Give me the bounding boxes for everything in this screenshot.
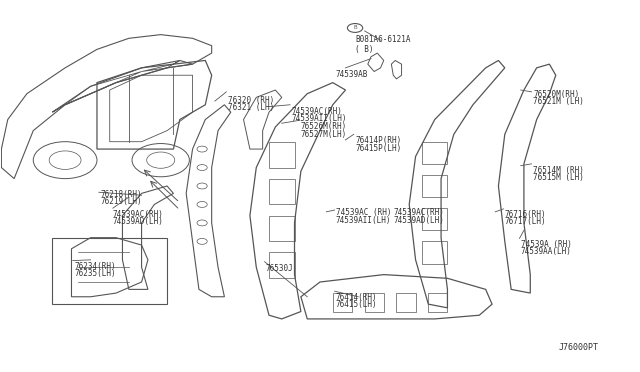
Bar: [428, 293, 447, 311]
Bar: [269, 179, 294, 205]
Text: 74539AA(LH): 74539AA(LH): [521, 247, 572, 256]
Text: 76526M(RH): 76526M(RH): [301, 122, 347, 131]
Text: 74539AC(RH): 74539AC(RH): [113, 210, 164, 219]
Text: 76521M (LH): 76521M (LH): [534, 97, 584, 106]
Text: 76527M(LH): 76527M(LH): [301, 130, 347, 139]
Text: J76000PT: J76000PT: [559, 343, 599, 352]
Bar: [365, 293, 384, 311]
Text: 76514M (RH): 76514M (RH): [534, 166, 584, 175]
Bar: [269, 142, 294, 167]
Text: 76515M (LH): 76515M (LH): [534, 173, 584, 182]
Bar: [333, 293, 352, 311]
Text: 76520M(RH): 76520M(RH): [534, 90, 580, 99]
Text: 74539AC(RH): 74539AC(RH): [291, 107, 342, 116]
Text: 76218(RH): 76218(RH): [100, 190, 142, 199]
Bar: [422, 142, 447, 164]
Text: 76414(RH): 76414(RH): [336, 293, 378, 302]
Text: 76235(LH): 76235(LH): [75, 269, 116, 278]
Text: B: B: [353, 25, 357, 31]
Text: 76530J: 76530J: [266, 263, 294, 273]
Bar: [269, 215, 294, 241]
Bar: [422, 241, 447, 263]
Bar: [422, 208, 447, 230]
Text: 74539AII(LH): 74539AII(LH): [291, 114, 347, 123]
Text: 74539AD(LH): 74539AD(LH): [113, 217, 164, 227]
Text: 76415(LH): 76415(LH): [336, 301, 378, 310]
Text: 74539A (RH): 74539A (RH): [521, 240, 572, 248]
Text: B081A6-6121A
( B): B081A6-6121A ( B): [355, 35, 410, 54]
Text: 76414P(RH): 76414P(RH): [355, 136, 401, 145]
Bar: [422, 175, 447, 197]
Bar: [396, 293, 415, 311]
Text: 76717(LH): 76717(LH): [505, 217, 547, 227]
Text: 76219(LH): 76219(LH): [100, 197, 142, 206]
Bar: [52, 238, 167, 304]
Text: 76716(RH): 76716(RH): [505, 210, 547, 219]
Text: 74539AC(RH): 74539AC(RH): [394, 208, 444, 217]
Bar: [269, 253, 294, 278]
Text: 76320 (RH): 76320 (RH): [228, 96, 274, 105]
Text: 74539AC (RH): 74539AC (RH): [336, 208, 392, 217]
Text: 74539AB: 74539AB: [336, 70, 368, 79]
Text: 76321 (LH): 76321 (LH): [228, 103, 274, 112]
Text: 74539AII(LH): 74539AII(LH): [336, 215, 392, 225]
Text: 74539AD(LH): 74539AD(LH): [394, 215, 444, 225]
Text: 76415P(LH): 76415P(LH): [355, 144, 401, 153]
Text: 76234(RH): 76234(RH): [75, 262, 116, 271]
